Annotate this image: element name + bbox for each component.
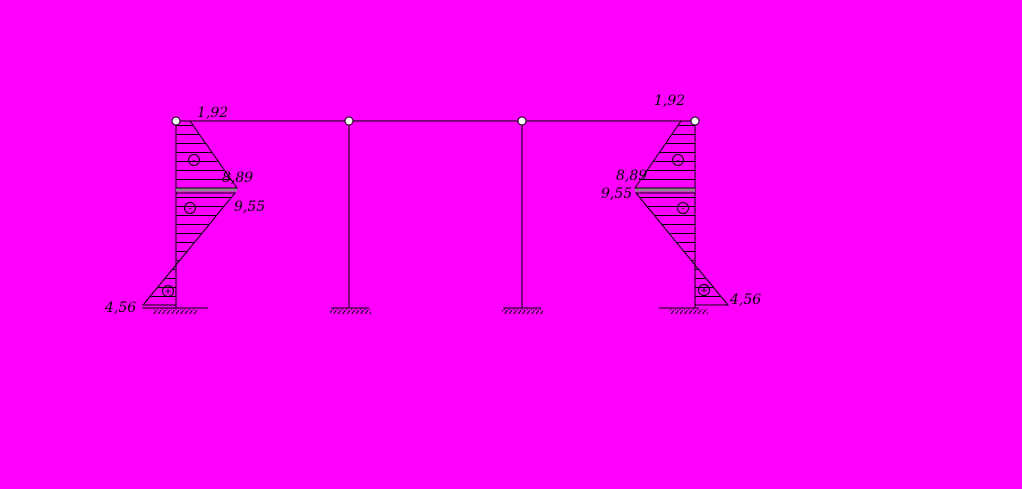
sign-marker-minus: - [188,154,200,166]
sign-glyph: + [164,287,172,297]
moment-value-label: 9,55 [234,199,265,215]
hinge-joint-4 [690,116,700,126]
hinge-joint-3 [517,116,527,126]
left-column-moment-diagram: - - + 1,92 8,89 9,55 4,56 [104,105,265,316]
moment-area-left-top [175,120,238,189]
sign-marker-plus: + [162,285,174,297]
sign-marker-minus: - [677,202,689,214]
moment-value-label: 1,92 [654,93,685,109]
right-column-moment-diagram: - - + 1,92 8,89 9,55 4,56 [601,93,761,308]
sign-glyph: - [188,204,191,214]
sign-glyph: - [681,204,684,214]
support-hatching [669,309,708,314]
moment-value-label: 9,55 [601,186,632,202]
moment-area-right-top [634,120,696,189]
moment-value-label: 4,56 [104,300,136,316]
moment-value-label: 8,89 [222,170,253,186]
sign-glyph: + [700,286,708,296]
sign-glyph: - [676,156,679,166]
hinge-joint-2 [344,116,354,126]
moment-area-right-base [694,263,730,306]
sign-marker-minus: - [672,154,684,166]
fixed-support-2 [330,307,371,314]
support-hatching [153,309,198,314]
moment-value-label: 1,92 [197,105,228,121]
moment-area-right-mid [634,192,696,267]
moment-value-label: 8,89 [616,168,647,184]
sign-marker-minus: - [184,202,196,214]
moment-value-label: 4,56 [729,292,761,308]
fixed-support-1 [142,307,208,314]
moment-area-left-base [141,263,177,306]
fixed-support-4 [659,307,708,314]
fixed-support-3 [502,307,543,314]
sign-glyph: - [192,156,195,166]
support-hatching [502,309,543,314]
hinge-joint-1 [171,116,181,126]
moment-area-left-mid [175,192,237,267]
sign-marker-plus: + [698,284,710,296]
support-hatching [330,309,371,314]
